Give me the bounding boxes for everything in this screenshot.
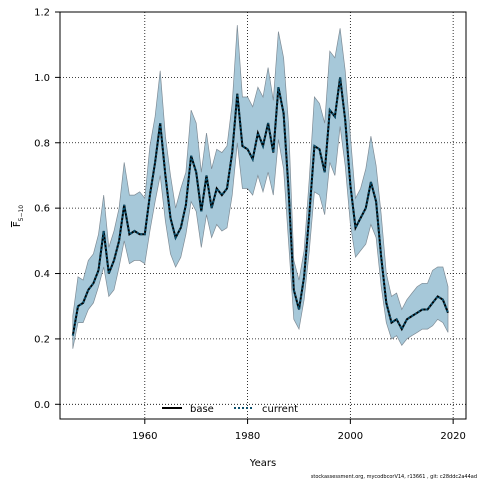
axes: 0.0 0.2 0.4 0.6 0.8 1.0 1.2 1960 1980 2000 2020 [34, 8, 466, 443]
series-line-base [71, 77, 449, 336]
y-tick-label: 0.4 [34, 269, 50, 280]
confidence-band [72, 25, 449, 349]
legend-label-current: current [262, 404, 298, 415]
legend: base current [162, 404, 298, 415]
legend-label-base: base [190, 404, 214, 415]
y-axis-title-main: F [12, 221, 23, 227]
y-axis-title-sub: 5−10 [18, 205, 25, 222]
x-tick-label: 2000 [338, 431, 363, 442]
y-tick-label: 1.0 [34, 73, 50, 84]
x-tick-label: 1980 [235, 431, 260, 442]
grid [60, 11, 466, 419]
y-tick-label: 0.6 [34, 204, 50, 215]
x-tick-label: 1960 [132, 431, 157, 442]
confidence-band-group [72, 25, 449, 349]
y-axis-title: F5−10 [12, 205, 25, 227]
y-tick-label: 0.2 [34, 334, 50, 345]
footer-note: stockassessment.org, mycodbcorV14, r1366… [311, 474, 477, 480]
x-axis-title: Years [249, 458, 276, 469]
plot-area [59, 11, 467, 420]
x-tick-label: 2020 [440, 431, 465, 442]
svg-text:F5−10: F5−10 [12, 205, 25, 227]
y-tick-label: 1.2 [34, 8, 50, 19]
y-tick-label: 0.8 [34, 138, 50, 149]
y-tick-label: 0.0 [34, 400, 50, 411]
series-group [71, 77, 449, 336]
